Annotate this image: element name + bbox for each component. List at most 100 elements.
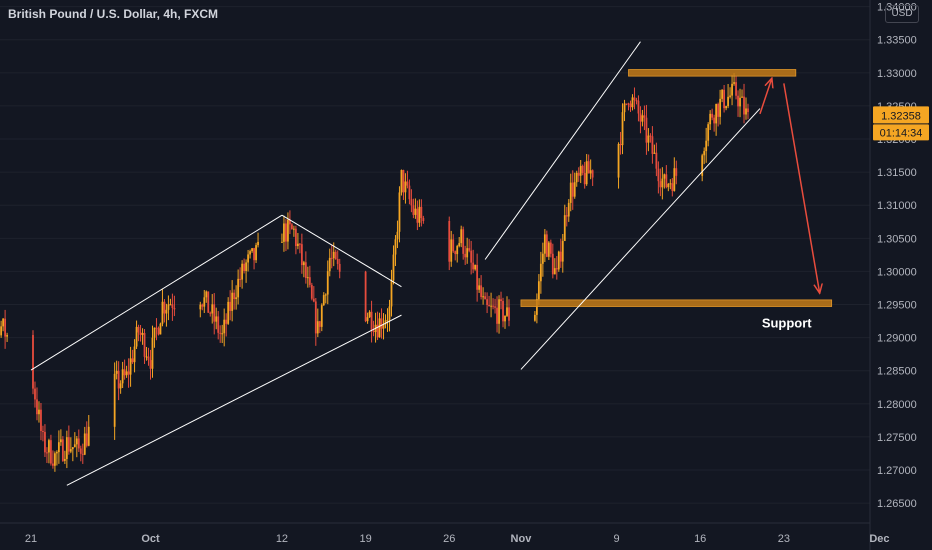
candle-body: [496, 307, 498, 324]
candle-body: [460, 229, 463, 244]
candle-body: [249, 251, 251, 255]
annotations: Support: [30, 41, 833, 486]
candle-body: [711, 113, 714, 118]
candle-body: [577, 172, 580, 176]
candle-body: [627, 103, 630, 105]
candle-body: [241, 263, 244, 280]
candle-body: [498, 299, 500, 324]
candle-body: [416, 208, 419, 223]
y-tick-label: 1.28500: [877, 366, 917, 378]
candle-body: [569, 182, 572, 203]
candle-body: [386, 319, 389, 321]
candle-body: [330, 257, 333, 259]
candle-body: [647, 135, 650, 143]
candle-body: [406, 181, 409, 186]
candle-body: [281, 241, 283, 243]
candle-body: [508, 307, 510, 321]
price-tags: 1.32358 01:14:34: [873, 106, 929, 141]
candle-body: [6, 335, 8, 337]
x-tick-label: Nov: [511, 533, 533, 545]
candle-body: [63, 458, 66, 461]
candle-body: [480, 285, 483, 297]
candle-body: [203, 297, 206, 307]
candle-body: [388, 306, 391, 320]
candle-body: [87, 426, 90, 446]
candle-body: [563, 215, 566, 241]
candle-body: [639, 113, 642, 122]
candle-body: [585, 161, 588, 185]
currency-button[interactable]: USD: [885, 5, 919, 23]
candle-body: [165, 309, 168, 314]
candle-body: [701, 155, 704, 176]
candle-body: [717, 104, 720, 117]
candle-body: [81, 453, 84, 455]
candle-body: [368, 311, 371, 318]
candle-body: [223, 319, 226, 334]
candle-body: [476, 264, 479, 290]
candle-body: [255, 245, 257, 261]
candle-body: [34, 388, 36, 400]
candle-body: [623, 103, 626, 113]
channel-line: [484, 41, 641, 260]
candle-body: [42, 430, 44, 432]
candle-body: [287, 219, 289, 242]
candle-body: [147, 356, 150, 361]
candle-body: [332, 251, 335, 259]
candle-body: [462, 229, 465, 254]
candle-body: [408, 185, 411, 200]
candle-body: [123, 369, 126, 376]
candle-body: [143, 333, 146, 357]
candle-body: [48, 440, 50, 453]
candle-body: [153, 327, 156, 338]
candle-body: [201, 304, 204, 307]
candle-body: [46, 452, 48, 454]
candle-body: [571, 182, 574, 197]
candle-body: [312, 298, 315, 302]
candle-body: [450, 239, 453, 262]
candle-body: [484, 296, 486, 300]
y-tick-label: 1.31500: [877, 167, 917, 179]
candle-body: [239, 278, 242, 280]
candle-body: [69, 449, 72, 452]
candle-body: [466, 248, 469, 258]
candle-body: [169, 304, 172, 306]
price-axis-panel: [870, 0, 932, 550]
candle-body: [117, 370, 120, 389]
candle-body: [291, 224, 293, 230]
candle-body: [641, 115, 644, 122]
candle-body: [547, 242, 550, 257]
candle-body: [211, 304, 214, 314]
candle-body: [589, 170, 592, 174]
candle-body: [326, 271, 329, 295]
candle-body: [157, 328, 160, 335]
candle-body: [398, 192, 401, 232]
candle-body: [703, 151, 706, 156]
candle-body: [725, 106, 727, 109]
candle-body: [565, 215, 568, 217]
candle-body: [567, 202, 570, 217]
candle-body: [231, 292, 234, 311]
candle-body: [472, 262, 475, 270]
candle-body: [141, 333, 144, 335]
candle-body: [707, 124, 710, 141]
candle-body: [378, 318, 381, 338]
candle-body: [380, 318, 383, 329]
candle-body: [151, 337, 154, 369]
x-tick-label: 16: [694, 533, 706, 545]
channel-line: [520, 108, 761, 370]
candle-body: [293, 228, 295, 230]
candle-body: [541, 253, 544, 264]
candle-body: [390, 280, 393, 307]
candle-body: [559, 251, 562, 262]
y-tick-label: 1.28000: [877, 399, 917, 411]
candle-body: [458, 243, 461, 247]
candle-body: [579, 165, 582, 176]
candle-body: [535, 299, 538, 315]
candle-body: [404, 181, 407, 193]
candle-body: [316, 321, 319, 334]
y-tick-label: 1.27500: [877, 432, 917, 444]
candle-body: [77, 438, 80, 449]
candle-body: [661, 178, 664, 188]
candle-body: [310, 284, 313, 299]
